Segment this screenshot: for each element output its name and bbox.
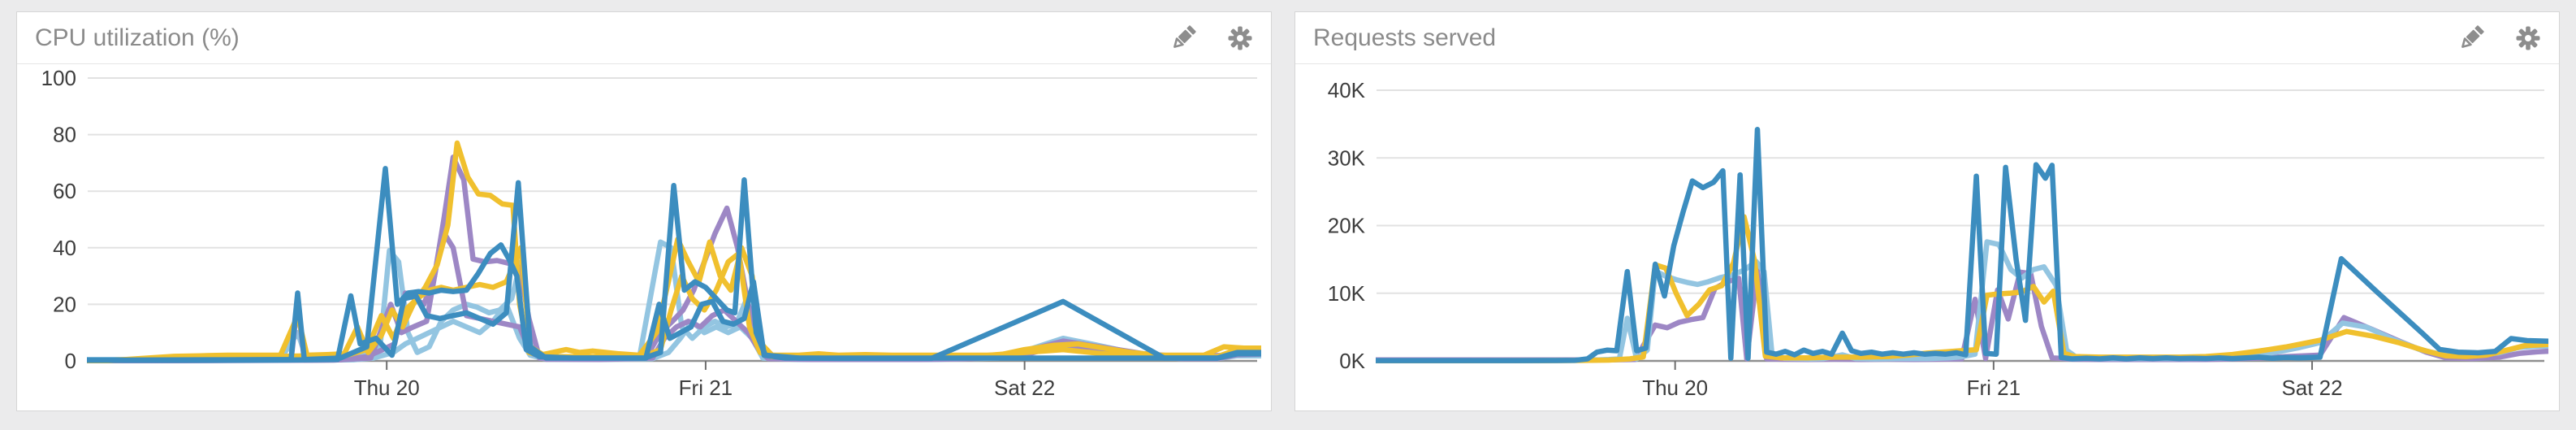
gear-icon — [2516, 26, 2540, 50]
x-tick-label: Fri 21 — [679, 376, 733, 400]
pencil-icon — [1173, 24, 1196, 48]
edit-panel-button[interactable] — [1167, 22, 1199, 54]
panel-header: CPU utilization (%) — [17, 12, 1271, 64]
y-tick-label: 40K — [1328, 78, 1366, 102]
x-tick-label: Thu 20 — [354, 376, 420, 400]
cpu-utilization-chart-canvas: 100 80 60 40 20 0 Thu 20 Fri 21 Sat 22 — [41, 66, 1261, 400]
series-line-blue-1 — [87, 166, 1261, 363]
panel-title: CPU utilization (%) — [35, 24, 240, 51]
x-tick-label: Fri 21 — [1967, 376, 2021, 400]
requests-served-chart-canvas: 40K 30K 20K 10K 0K Thu 20 Fri 21 Sat 22 — [1328, 78, 2548, 400]
panel-actions — [1143, 22, 1256, 54]
panel-actions — [2431, 22, 2544, 54]
edit-panel-button[interactable] — [2455, 22, 2487, 54]
y-tick-label: 60 — [53, 179, 76, 203]
y-tick-label: 20 — [53, 292, 76, 316]
panel-settings-button[interactable] — [2512, 22, 2544, 54]
y-tick-label: 80 — [53, 123, 76, 147]
panel-settings-button[interactable] — [1224, 22, 1256, 54]
y-tick-label: 0K — [1339, 349, 1365, 373]
x-tick-label: Thu 20 — [1642, 376, 1708, 400]
panel-requests-served: Requests served — [1294, 11, 2560, 411]
y-tick-label: 0 — [65, 349, 76, 373]
y-tick-label: 10K — [1328, 281, 1366, 306]
y-tick-label: 20K — [1328, 214, 1366, 238]
y-tick-label: 40 — [53, 236, 76, 260]
series-line-blue — [1376, 127, 2548, 363]
series-line-purple — [1376, 267, 2548, 363]
series-line-yellow-1 — [87, 140, 1261, 363]
panel-title: Requests served — [1313, 24, 1497, 51]
x-tick-label: Sat 22 — [994, 376, 1055, 400]
y-tick-label: 100 — [41, 66, 76, 90]
gear-icon — [1228, 26, 1252, 50]
series-line-lightblue — [1376, 239, 2548, 363]
pencil-icon — [2461, 24, 2484, 48]
panel-cpu-utilization: CPU utilization (%) — [16, 11, 1272, 411]
panel-header: Requests served — [1295, 12, 2559, 64]
y-tick-label: 30K — [1328, 146, 1366, 170]
x-tick-label: Sat 22 — [2281, 376, 2342, 400]
